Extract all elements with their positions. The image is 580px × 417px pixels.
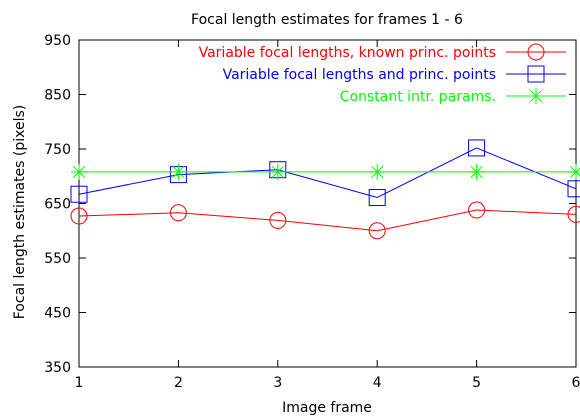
y-tick-label: 950: [44, 33, 71, 49]
x-axis-title: Image frame: [282, 400, 372, 416]
series-line: [78, 147, 577, 199]
legend-label: Variable focal lengths, known princ. poi…: [199, 45, 496, 61]
data-point-square: [368, 189, 386, 207]
series-square: [70, 139, 580, 207]
series-line: [78, 209, 577, 232]
x-tick-label: 1: [75, 375, 84, 391]
x-tick-label: 4: [373, 375, 382, 391]
legend-marker-asterisk: [528, 88, 544, 104]
x-tick-label: 2: [174, 375, 183, 391]
y-tick-label: 650: [44, 197, 71, 213]
legend-marker-square: [527, 65, 545, 83]
data-point-circle: [567, 205, 580, 223]
data-point-circle: [269, 211, 287, 229]
data-point-asterisk: [71, 163, 87, 180]
x-tick-label: 3: [273, 375, 282, 391]
y-tick-label: 450: [44, 306, 71, 322]
data-point-asterisk: [170, 163, 187, 180]
x-tick-label: 5: [472, 375, 481, 391]
legend: Variable focal lengths, known princ. poi…: [199, 43, 566, 105]
x-tick-label: 6: [572, 375, 580, 391]
chart-title: Focal length estimates for frames 1 - 6: [191, 12, 463, 28]
data-point-circle: [368, 222, 386, 240]
data-point-circle: [169, 204, 187, 222]
data-point-asterisk: [468, 163, 485, 180]
series-asterisk: [71, 163, 580, 180]
data-point-circle: [70, 207, 88, 225]
data-point-asterisk: [568, 163, 580, 180]
data-point-asterisk: [369, 163, 386, 180]
data-point-circle: [468, 201, 486, 219]
y-axis-title: Focal length estimates (pixels): [12, 105, 28, 320]
y-tick-label: 350: [44, 360, 71, 376]
data-point-asterisk: [269, 163, 286, 180]
legend-label: Variable focal lengths and princ. points: [223, 67, 496, 83]
y-tick-label: 750: [44, 142, 71, 158]
series-circle: [70, 201, 580, 240]
data-point-square: [567, 180, 580, 198]
legend-marker-circle: [527, 43, 545, 61]
data-point-square: [70, 185, 88, 203]
legend-label: Constant intr. params.: [340, 89, 496, 105]
data-point-square: [468, 139, 486, 157]
series-group: [70, 139, 580, 240]
y-tick-label: 850: [44, 88, 71, 104]
axis-ticks: 350 450 550 650 750 850 950 1 2 3 4 5 6: [44, 33, 580, 391]
y-tick-label: 550: [44, 251, 71, 267]
plot-frame: [78, 39, 577, 368]
